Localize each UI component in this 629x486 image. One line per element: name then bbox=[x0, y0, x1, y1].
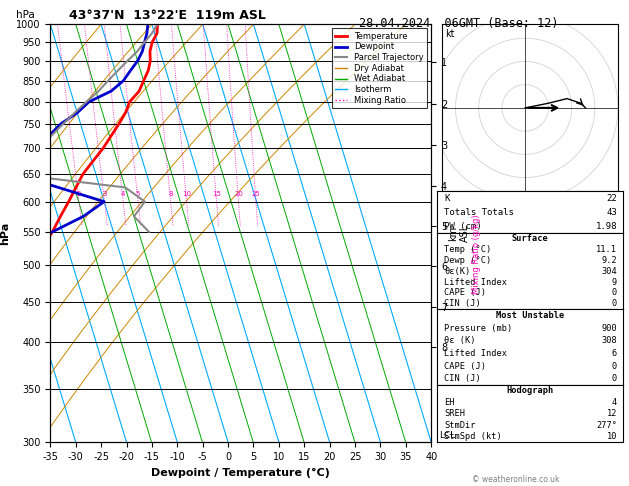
Text: Temp (°C): Temp (°C) bbox=[444, 245, 492, 254]
Text: 25: 25 bbox=[252, 191, 260, 197]
Text: 8: 8 bbox=[169, 191, 173, 197]
Text: 12: 12 bbox=[606, 409, 617, 418]
Text: θε (K): θε (K) bbox=[444, 336, 476, 346]
Text: 277°: 277° bbox=[596, 421, 617, 430]
Text: θε(K): θε(K) bbox=[444, 267, 470, 276]
Text: CAPE (J): CAPE (J) bbox=[444, 289, 486, 297]
Text: 0: 0 bbox=[612, 289, 617, 297]
Text: 28.04.2024  06GMT (Base: 12): 28.04.2024 06GMT (Base: 12) bbox=[359, 17, 559, 30]
Text: Lifted Index: Lifted Index bbox=[444, 278, 508, 287]
Text: 304: 304 bbox=[601, 267, 617, 276]
Text: 22: 22 bbox=[606, 194, 617, 203]
Text: 15: 15 bbox=[212, 191, 221, 197]
Legend: Temperature, Dewpoint, Parcel Trajectory, Dry Adiabat, Wet Adiabat, Isotherm, Mi: Temperature, Dewpoint, Parcel Trajectory… bbox=[331, 29, 427, 108]
Text: 43: 43 bbox=[606, 208, 617, 217]
Text: Lifted Index: Lifted Index bbox=[444, 349, 508, 358]
Text: LCL: LCL bbox=[439, 432, 455, 440]
Text: 11.1: 11.1 bbox=[596, 245, 617, 254]
Text: CAPE (J): CAPE (J) bbox=[444, 362, 486, 371]
Text: hPa: hPa bbox=[16, 10, 35, 20]
Text: 4: 4 bbox=[612, 398, 617, 407]
Text: PW (cm): PW (cm) bbox=[444, 222, 482, 231]
Text: StmDir: StmDir bbox=[444, 421, 476, 430]
Text: 0: 0 bbox=[612, 374, 617, 383]
Text: 3: 3 bbox=[103, 191, 107, 197]
Text: CIN (J): CIN (J) bbox=[444, 374, 481, 383]
Text: Mixing Ratio (g/kg): Mixing Ratio (g/kg) bbox=[472, 214, 481, 294]
Text: Hodograph: Hodograph bbox=[506, 386, 554, 396]
Y-axis label: km
ASL: km ASL bbox=[448, 224, 470, 243]
Text: 0: 0 bbox=[612, 362, 617, 371]
Text: StmSpd (kt): StmSpd (kt) bbox=[444, 432, 502, 441]
Text: EH: EH bbox=[444, 398, 455, 407]
Text: kt: kt bbox=[445, 29, 455, 39]
Text: Totals Totals: Totals Totals bbox=[444, 208, 514, 217]
Text: 10: 10 bbox=[182, 191, 191, 197]
Text: 1.98: 1.98 bbox=[596, 222, 617, 231]
Text: 6: 6 bbox=[612, 349, 617, 358]
Text: CIN (J): CIN (J) bbox=[444, 299, 481, 308]
Text: 900: 900 bbox=[601, 324, 617, 333]
Text: 308: 308 bbox=[601, 336, 617, 346]
Text: K: K bbox=[444, 194, 450, 203]
Text: 43°37'N  13°22'E  119m ASL: 43°37'N 13°22'E 119m ASL bbox=[69, 9, 266, 22]
Text: 9.2: 9.2 bbox=[601, 256, 617, 265]
Text: 2: 2 bbox=[77, 191, 81, 197]
Text: 5: 5 bbox=[136, 191, 140, 197]
Text: 20: 20 bbox=[234, 191, 243, 197]
Y-axis label: hPa: hPa bbox=[1, 222, 11, 245]
Text: Pressure (mb): Pressure (mb) bbox=[444, 324, 513, 333]
Text: Surface: Surface bbox=[511, 234, 548, 243]
X-axis label: Dewpoint / Temperature (°C): Dewpoint / Temperature (°C) bbox=[152, 468, 330, 478]
Text: Dewp (°C): Dewp (°C) bbox=[444, 256, 492, 265]
Text: SREH: SREH bbox=[444, 409, 465, 418]
Text: 10: 10 bbox=[606, 432, 617, 441]
Text: 0: 0 bbox=[612, 299, 617, 308]
Text: Most Unstable: Most Unstable bbox=[496, 311, 564, 320]
Text: 9: 9 bbox=[612, 278, 617, 287]
Text: 4: 4 bbox=[121, 191, 125, 197]
Text: © weatheronline.co.uk: © weatheronline.co.uk bbox=[472, 474, 560, 484]
